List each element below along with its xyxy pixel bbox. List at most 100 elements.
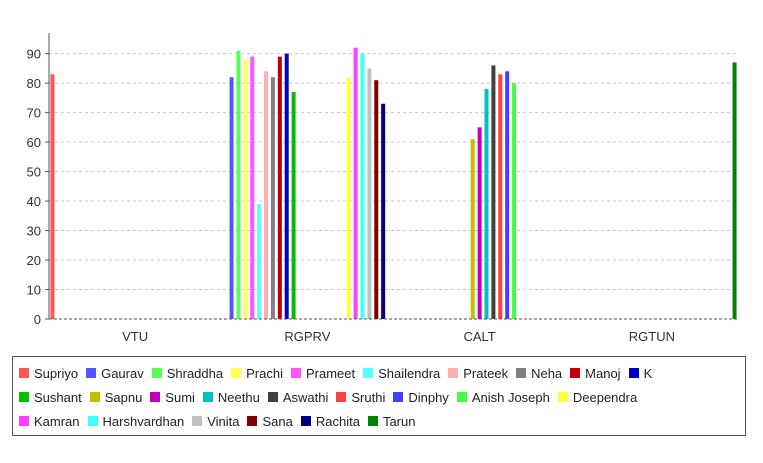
legend-swatch xyxy=(367,416,378,426)
y-tick-label: 60 xyxy=(27,135,41,150)
legend-item: Sumi xyxy=(150,390,195,405)
legend-label: Anish Joseph xyxy=(471,389,550,405)
legend-label: Deependra xyxy=(572,389,638,405)
legend-item: Anish Joseph xyxy=(456,389,550,405)
x-category-label: CALT xyxy=(463,329,495,344)
legend-row: Supriyo Gaurav Shraddha Prachi Prameet Shaile… xyxy=(19,361,737,385)
legend-item: Manoj xyxy=(570,366,621,381)
legend-label: K xyxy=(643,365,653,381)
chart-legend: Supriyo Gaurav Shraddha Prachi Prameet Shaile… xyxy=(12,356,746,436)
legend-swatch xyxy=(192,416,203,426)
bars xyxy=(50,47,737,320)
bar-sapnu xyxy=(470,139,475,319)
legend-label: Sapnu xyxy=(104,389,143,405)
legend-swatch xyxy=(516,368,527,378)
y-tick-label: 50 xyxy=(27,165,41,180)
legend-swatch xyxy=(19,416,29,426)
bar-deependra xyxy=(346,77,351,319)
bar-supriyo xyxy=(50,74,55,319)
legend-label: Shailendra xyxy=(378,365,441,381)
legend-item: Neha xyxy=(516,366,562,381)
bar-kamran xyxy=(353,47,358,319)
legend-item: Supriyo xyxy=(19,366,78,381)
legend-item: Prachi xyxy=(231,366,283,381)
legend-label: Shraddha xyxy=(166,365,224,381)
legend-swatch xyxy=(87,416,98,426)
bar-sruthi xyxy=(498,74,503,319)
legend-item: Sruthi xyxy=(336,390,385,405)
legend-item: Kamran xyxy=(19,414,80,429)
y-tick-label: 70 xyxy=(27,106,41,121)
y-tick-label: 10 xyxy=(27,283,41,298)
legend-swatch xyxy=(86,368,97,378)
legend-label: Prachi xyxy=(246,365,283,381)
bar-tarun xyxy=(732,62,737,320)
legend-item: Aswathi xyxy=(267,389,329,405)
bar-shailendra xyxy=(257,204,262,319)
legend-item: Neethu xyxy=(202,389,260,405)
legend-swatch xyxy=(19,368,29,378)
bar-rachita xyxy=(381,103,386,320)
legend-swatch xyxy=(267,392,278,402)
legend-swatch xyxy=(363,368,374,378)
legend-label: Gaurav xyxy=(101,365,144,381)
legend-swatch xyxy=(290,368,301,378)
legend-item: Sushant xyxy=(19,390,82,405)
legend-swatch xyxy=(151,368,162,378)
legend-item: Prateek xyxy=(448,366,508,381)
bar-sumi xyxy=(477,127,482,319)
legend-label: Sushant xyxy=(34,389,82,405)
x-category-label: RGPRV xyxy=(284,329,330,344)
legend-item: Deependra xyxy=(557,389,638,405)
y-tick-label: 90 xyxy=(27,47,41,62)
legend-item: Sana xyxy=(247,413,293,429)
y-tick-label: 0 xyxy=(34,312,41,327)
y-tick-label: 30 xyxy=(27,224,41,239)
legend-label: Sumi xyxy=(165,389,195,405)
legend-label: Aswathi xyxy=(282,389,329,405)
legend-label: Supriyo xyxy=(34,365,79,381)
legend-item: Vinita xyxy=(192,414,239,429)
legend-swatch xyxy=(202,392,213,402)
y-tick-label: 40 xyxy=(27,194,41,209)
bar-vinita xyxy=(367,68,372,320)
legend-item: Dinphy xyxy=(393,390,449,405)
legend-swatch xyxy=(336,392,347,402)
bar-neha xyxy=(270,77,275,319)
bar-shraddha xyxy=(236,50,241,319)
legend-swatch xyxy=(557,392,568,402)
legend-item: Prameet xyxy=(290,366,355,381)
legend-swatch xyxy=(393,392,404,402)
gridlines xyxy=(49,53,738,291)
legend-label: Prateek xyxy=(463,365,509,381)
bar-neethu xyxy=(484,89,489,319)
axes: 0 10 20 30 40 50 60 70 80 90 VTU RGPRV CALT RGTUN xyxy=(27,33,738,344)
legend-label: Neethu xyxy=(217,389,260,405)
bar-prateek xyxy=(264,71,269,319)
legend-swatch xyxy=(247,416,258,426)
bar-anish-joseph xyxy=(512,83,517,319)
bar-sushant xyxy=(291,91,296,319)
legend-swatch xyxy=(570,368,581,378)
x-category-label: VTU xyxy=(122,329,148,344)
legend-swatch xyxy=(150,392,161,402)
legend-label: Tarun xyxy=(382,413,416,429)
legend-swatch xyxy=(628,368,639,378)
y-tick-label: 20 xyxy=(27,253,41,268)
legend-label: Sana xyxy=(262,413,293,429)
legend-swatch xyxy=(300,416,311,426)
legend-label: Vinita xyxy=(207,413,240,429)
bar-dinphy xyxy=(505,71,510,319)
legend-label: Kamran xyxy=(34,413,80,429)
legend-item: Sapnu xyxy=(89,389,143,405)
legend-label: Rachita xyxy=(315,413,360,429)
legend-label: Harshvardhan xyxy=(102,413,185,429)
bar-gaurav xyxy=(229,77,234,319)
bar-aswathi xyxy=(491,65,496,320)
legend-swatch xyxy=(448,368,459,378)
bar-manoj xyxy=(277,56,282,320)
legend-item: Shailendra xyxy=(363,366,440,381)
legend-item: K xyxy=(628,365,653,381)
legend-swatch xyxy=(19,392,29,402)
legend-item: Rachita xyxy=(300,413,360,429)
